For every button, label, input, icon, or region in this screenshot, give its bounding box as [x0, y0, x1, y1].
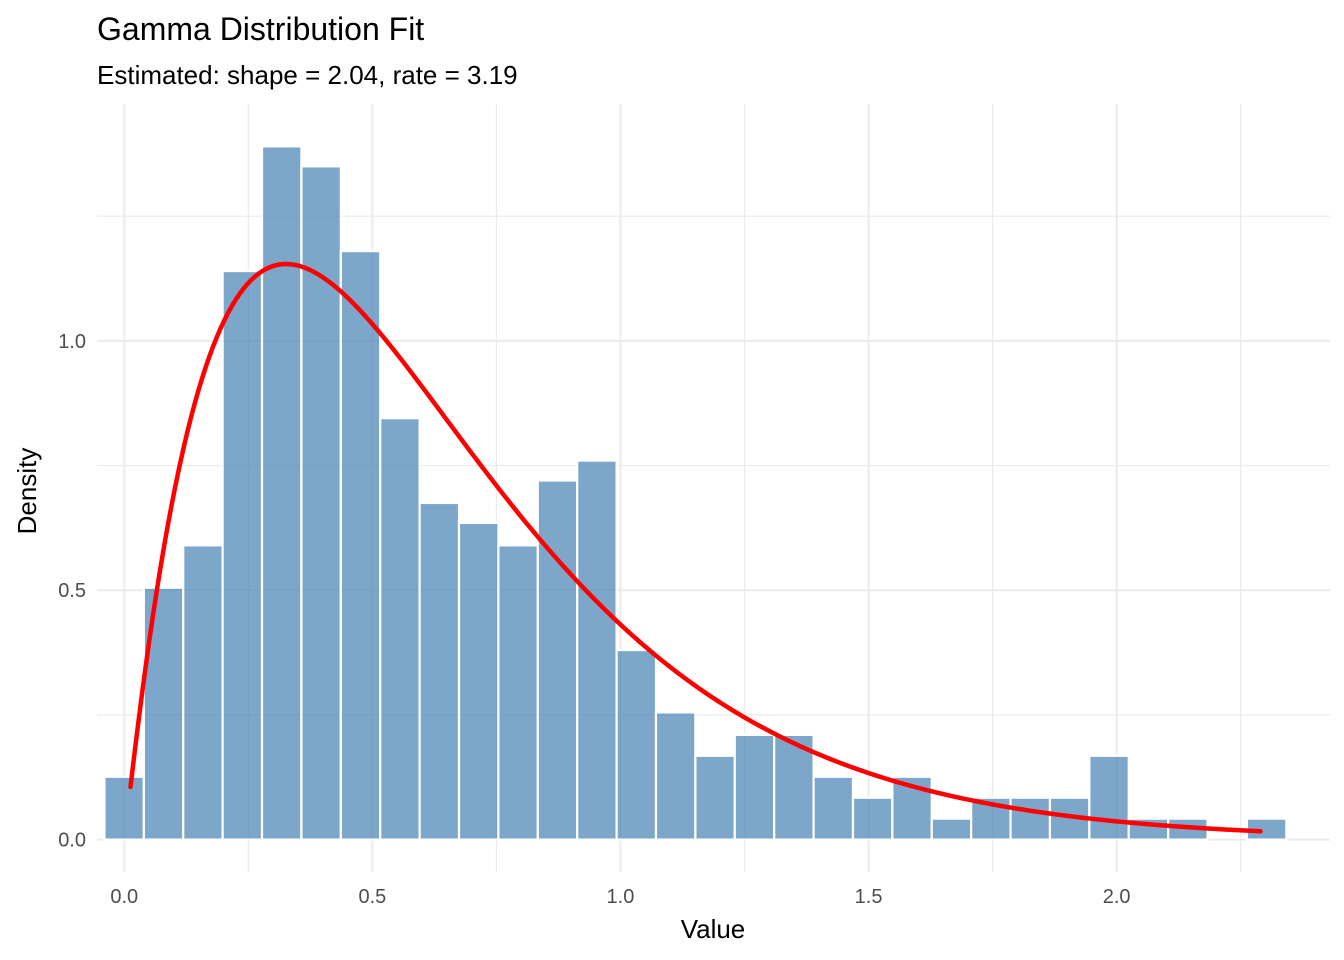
y-tick-label: 0.0	[58, 830, 86, 852]
histogram-bar	[576, 459, 618, 841]
gamma-fit-curve	[128, 261, 1263, 834]
x-axis-title: Value	[681, 914, 746, 944]
histogram-bar	[615, 648, 658, 841]
x-tick-label: 0.0	[110, 886, 138, 908]
x-tick-label: 2.0	[1103, 886, 1131, 908]
x-tick-label: 1.0	[607, 886, 635, 908]
y-tick-label: 1.0	[58, 331, 86, 353]
histogram-bar	[851, 796, 894, 841]
histogram-bar	[497, 544, 539, 841]
histogram-bar	[1009, 796, 1052, 841]
y-tick-label: 0.5	[58, 580, 86, 602]
x-tick-label: 1.5	[855, 886, 883, 908]
histogram-bar	[654, 711, 697, 841]
fit-curve-layer	[128, 261, 1263, 834]
histogram-bar	[260, 145, 303, 841]
histogram-bar	[812, 775, 855, 841]
chart-subtitle: Estimated: shape = 2.04, rate = 3.19	[97, 60, 518, 90]
histogram-bar	[221, 269, 264, 841]
tick-labels: 0.0 0.5 1.0 1.5 2.0 0.0 0.5 1.0	[58, 331, 1130, 908]
histogram-bar	[891, 775, 933, 841]
histogram-bar	[418, 501, 461, 841]
histogram-bars	[103, 145, 1288, 841]
histogram-bar	[930, 817, 973, 841]
histogram-bar	[379, 417, 421, 841]
histogram-bar	[536, 479, 579, 841]
y-axis-title: Density	[12, 448, 42, 535]
histogram-bar	[694, 754, 736, 841]
histogram-bar	[1088, 754, 1130, 841]
chart-title: Gamma Distribution Fit	[97, 11, 424, 47]
histogram-bar	[182, 544, 224, 841]
histogram-bar	[733, 733, 776, 841]
x-tick-label: 0.5	[358, 886, 386, 908]
histogram-bar	[339, 250, 382, 841]
histogram-bar	[457, 521, 500, 841]
histogram-bar	[103, 775, 145, 841]
